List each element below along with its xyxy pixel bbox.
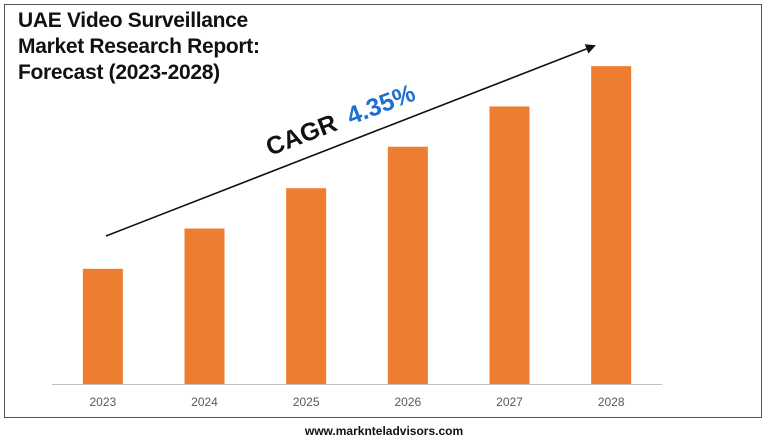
chart-frame <box>4 4 762 418</box>
bar-2028 <box>591 66 632 384</box>
bar-chart: 2023 2024 2025 2026 2027 2028 CAGR 4.35% <box>52 44 662 409</box>
x-tick-label: 2024 <box>191 395 218 409</box>
x-tick-label: 2025 <box>293 395 320 409</box>
chart-title: UAE Video Surveillance Market Research R… <box>18 8 318 86</box>
bar-2027 <box>489 106 530 385</box>
cagr-trend-arrow <box>105 44 596 237</box>
x-tick-label: 2028 <box>598 395 625 409</box>
x-tick-label: 2023 <box>89 395 116 409</box>
cagr-value: 4.35% <box>343 79 419 131</box>
title-line-2: Market Research Report: <box>18 35 260 58</box>
x-tick-label: 2026 <box>394 395 421 409</box>
bar-2023 <box>82 268 123 384</box>
cagr-label: CAGR <box>262 109 341 162</box>
bar-2025 <box>286 188 327 384</box>
title-line-3: Forecast (2023-2028) <box>18 61 220 84</box>
bar-2024 <box>184 228 225 384</box>
bar-2026 <box>387 146 428 384</box>
x-tick-label: 2027 <box>496 395 523 409</box>
title-line-1: UAE Video Surveillance <box>18 9 248 32</box>
footer-url: www.marknteladvisors.com <box>304 424 464 438</box>
